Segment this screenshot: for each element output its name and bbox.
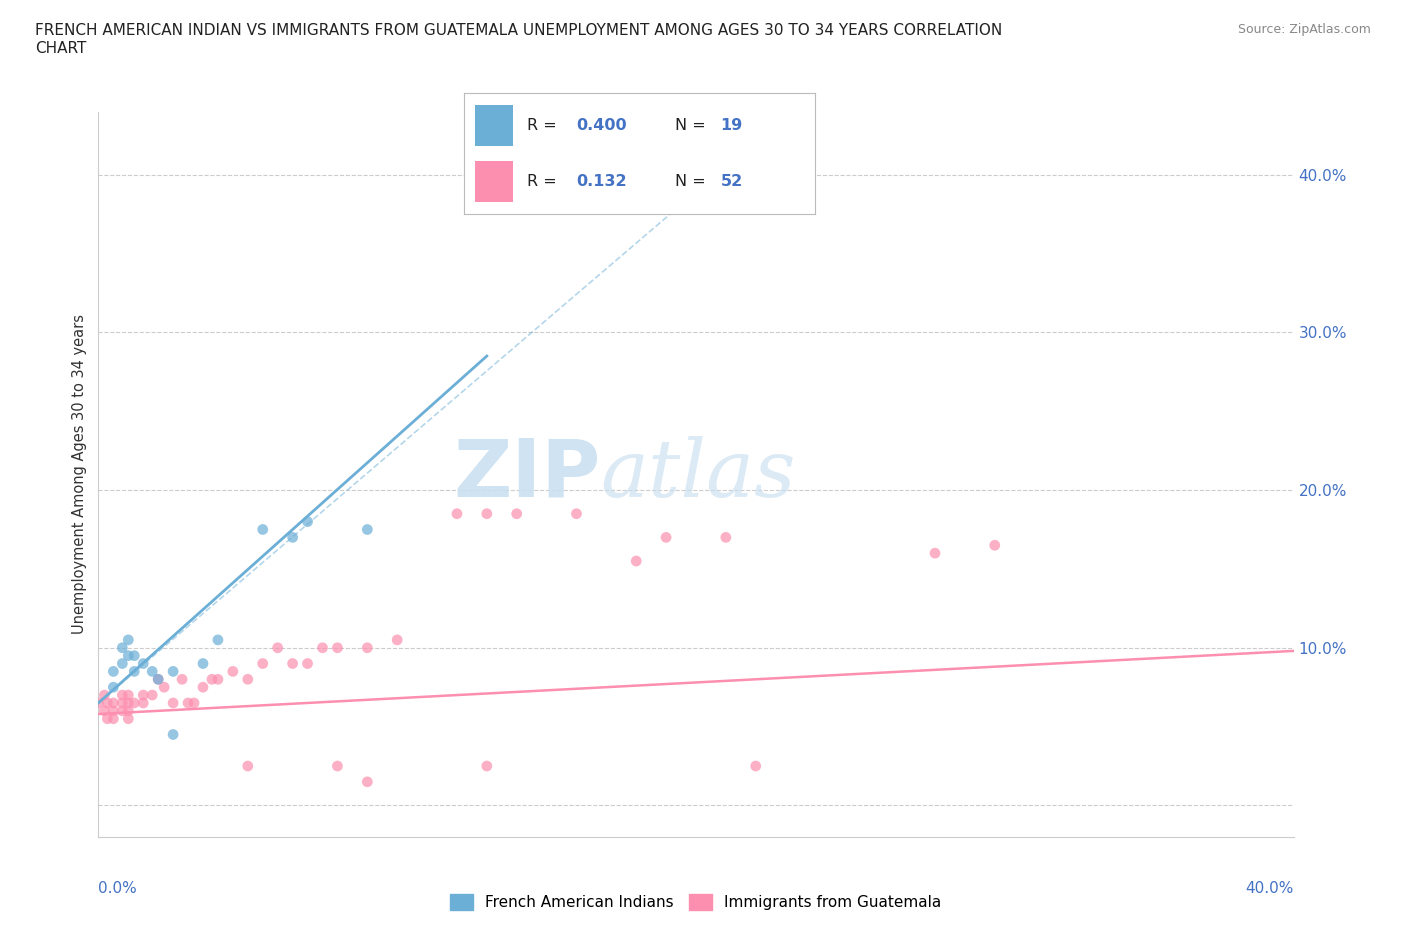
- Point: [124, 696, 146, 711]
- Point: [93, 703, 115, 718]
- Point: [745, 759, 768, 774]
- Text: atlas: atlas: [600, 435, 796, 513]
- Y-axis label: Unemployment Among Ages 30 to 34 years: Unemployment Among Ages 30 to 34 years: [72, 314, 87, 634]
- Point: [252, 522, 274, 537]
- Point: [267, 641, 290, 656]
- Point: [96, 696, 118, 711]
- Point: [111, 656, 134, 671]
- Point: [236, 671, 259, 686]
- Point: [93, 687, 115, 702]
- Point: [626, 553, 648, 568]
- Point: [356, 522, 378, 537]
- Point: [297, 514, 319, 529]
- Point: [297, 656, 319, 671]
- Point: [506, 506, 529, 521]
- Point: [117, 648, 139, 663]
- Point: [655, 530, 678, 545]
- Point: [984, 538, 1007, 552]
- Point: [326, 759, 349, 774]
- Point: [141, 687, 163, 702]
- Point: [124, 664, 146, 679]
- Point: [356, 641, 378, 656]
- Point: [714, 530, 737, 545]
- Point: [132, 696, 155, 711]
- Point: [132, 656, 155, 671]
- Point: [177, 696, 200, 711]
- Point: [162, 664, 184, 679]
- Point: [201, 671, 224, 686]
- Point: [148, 671, 170, 686]
- Point: [96, 711, 118, 726]
- Point: [207, 632, 229, 647]
- Text: N =: N =: [675, 174, 711, 189]
- FancyBboxPatch shape: [475, 161, 513, 202]
- Point: [311, 641, 333, 656]
- Text: R =: R =: [527, 118, 562, 133]
- Text: 0.132: 0.132: [576, 174, 627, 189]
- Point: [103, 703, 125, 718]
- Point: [191, 680, 214, 695]
- Point: [475, 506, 498, 521]
- Point: [924, 546, 946, 561]
- Text: ZIP: ZIP: [453, 435, 600, 513]
- Point: [87, 696, 110, 711]
- Text: FRENCH AMERICAN INDIAN VS IMMIGRANTS FROM GUATEMALA UNEMPLOYMENT AMONG AGES 30 T: FRENCH AMERICAN INDIAN VS IMMIGRANTS FRO…: [35, 23, 1002, 56]
- Text: 40.0%: 40.0%: [1246, 881, 1294, 896]
- Point: [281, 656, 304, 671]
- Point: [141, 664, 163, 679]
- Point: [153, 680, 176, 695]
- Text: 52: 52: [721, 174, 742, 189]
- Point: [103, 680, 125, 695]
- Text: R =: R =: [527, 174, 567, 189]
- Text: 0.400: 0.400: [576, 118, 627, 133]
- Point: [222, 664, 245, 679]
- Point: [111, 641, 134, 656]
- Point: [148, 671, 170, 686]
- Point: [162, 727, 184, 742]
- Legend: French American Indians, Immigrants from Guatemala: French American Indians, Immigrants from…: [444, 888, 948, 916]
- Point: [103, 711, 125, 726]
- Point: [475, 759, 498, 774]
- Point: [385, 632, 409, 647]
- Point: [356, 775, 378, 790]
- Text: 19: 19: [721, 118, 742, 133]
- Point: [103, 696, 125, 711]
- Point: [281, 530, 304, 545]
- Text: Source: ZipAtlas.com: Source: ZipAtlas.com: [1237, 23, 1371, 36]
- Point: [117, 711, 139, 726]
- Text: N =: N =: [675, 118, 711, 133]
- Text: 0.0%: 0.0%: [98, 881, 138, 896]
- Point: [565, 506, 588, 521]
- Point: [446, 506, 468, 521]
- Point: [326, 641, 349, 656]
- Point: [207, 671, 229, 686]
- Point: [103, 664, 125, 679]
- Point: [111, 696, 134, 711]
- Point: [117, 703, 139, 718]
- Point: [191, 656, 214, 671]
- Point: [124, 648, 146, 663]
- Point: [111, 703, 134, 718]
- Point: [236, 759, 259, 774]
- Point: [117, 696, 139, 711]
- Point: [252, 656, 274, 671]
- Point: [162, 696, 184, 711]
- Point: [132, 687, 155, 702]
- Point: [117, 632, 139, 647]
- Point: [172, 671, 194, 686]
- Point: [117, 687, 139, 702]
- FancyBboxPatch shape: [475, 105, 513, 146]
- Point: [183, 696, 205, 711]
- Point: [111, 687, 134, 702]
